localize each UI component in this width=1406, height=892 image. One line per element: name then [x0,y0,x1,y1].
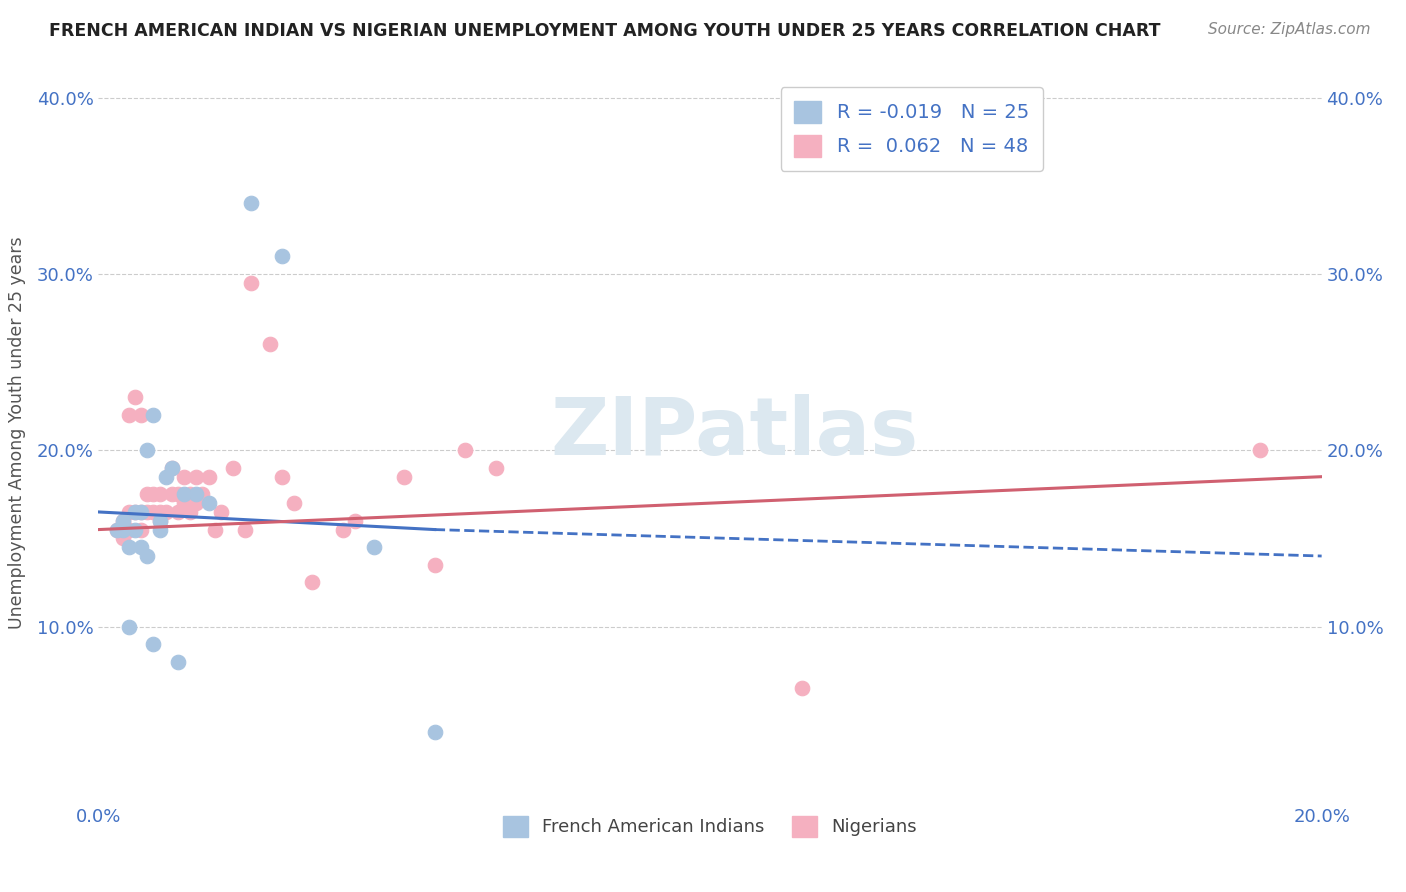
Legend: French American Indians, Nigerians: French American Indians, Nigerians [494,806,927,846]
Point [423,725,446,739]
Point [209,505,232,519]
Point [167,505,190,519]
Point [155,505,177,519]
Point [136,443,159,458]
Point [363,540,385,554]
Point [301,575,323,590]
Point [105,523,128,537]
Point [155,469,177,483]
Y-axis label: Unemployment Among Youth under 25 years: Unemployment Among Youth under 25 years [7,236,25,629]
Point [392,469,416,483]
Point [160,461,183,475]
Point [454,443,477,458]
Point [142,408,165,422]
Text: ZIPatlas: ZIPatlas [550,393,918,472]
Point [173,469,195,483]
Point [149,523,172,537]
Point [160,461,183,475]
Point [332,523,354,537]
Point [111,514,134,528]
Point [167,655,190,669]
Point [149,487,172,501]
Point [136,505,159,519]
Point [204,523,226,537]
Point [149,505,172,519]
Point [186,487,208,501]
Point [1249,443,1271,458]
Point [222,461,245,475]
Point [197,469,219,483]
Point [186,469,208,483]
Point [173,487,195,501]
Point [124,390,146,404]
Point [283,496,305,510]
Point [129,408,152,422]
Point [118,540,141,554]
Point [124,523,146,537]
Point [179,487,201,501]
Point [111,523,134,537]
Point [105,523,128,537]
Text: Source: ZipAtlas.com: Source: ZipAtlas.com [1208,22,1371,37]
Point [111,532,134,546]
Point [160,487,183,501]
Point [240,276,263,290]
Point [136,487,159,501]
Point [179,505,201,519]
Point [173,496,195,510]
Point [118,619,141,633]
Point [197,496,219,510]
Point [142,487,165,501]
Point [191,487,214,501]
Point [129,505,152,519]
Point [142,505,165,519]
Point [129,523,152,537]
Text: FRENCH AMERICAN INDIAN VS NIGERIAN UNEMPLOYMENT AMONG YOUTH UNDER 25 YEARS CORRE: FRENCH AMERICAN INDIAN VS NIGERIAN UNEMP… [49,22,1161,40]
Point [270,469,292,483]
Point [233,523,256,537]
Point [111,514,134,528]
Point [124,505,146,519]
Point [118,505,141,519]
Point [124,505,146,519]
Point [149,514,172,528]
Point [167,487,190,501]
Point [240,196,263,211]
Point [259,337,281,351]
Point [423,558,446,572]
Point [136,549,159,563]
Point [118,523,141,537]
Point [270,249,292,263]
Point [485,461,508,475]
Point [142,637,165,651]
Point [790,681,813,696]
Point [186,496,208,510]
Point [129,505,152,519]
Point [344,514,367,528]
Point [129,540,152,554]
Point [118,408,141,422]
Point [149,514,172,528]
